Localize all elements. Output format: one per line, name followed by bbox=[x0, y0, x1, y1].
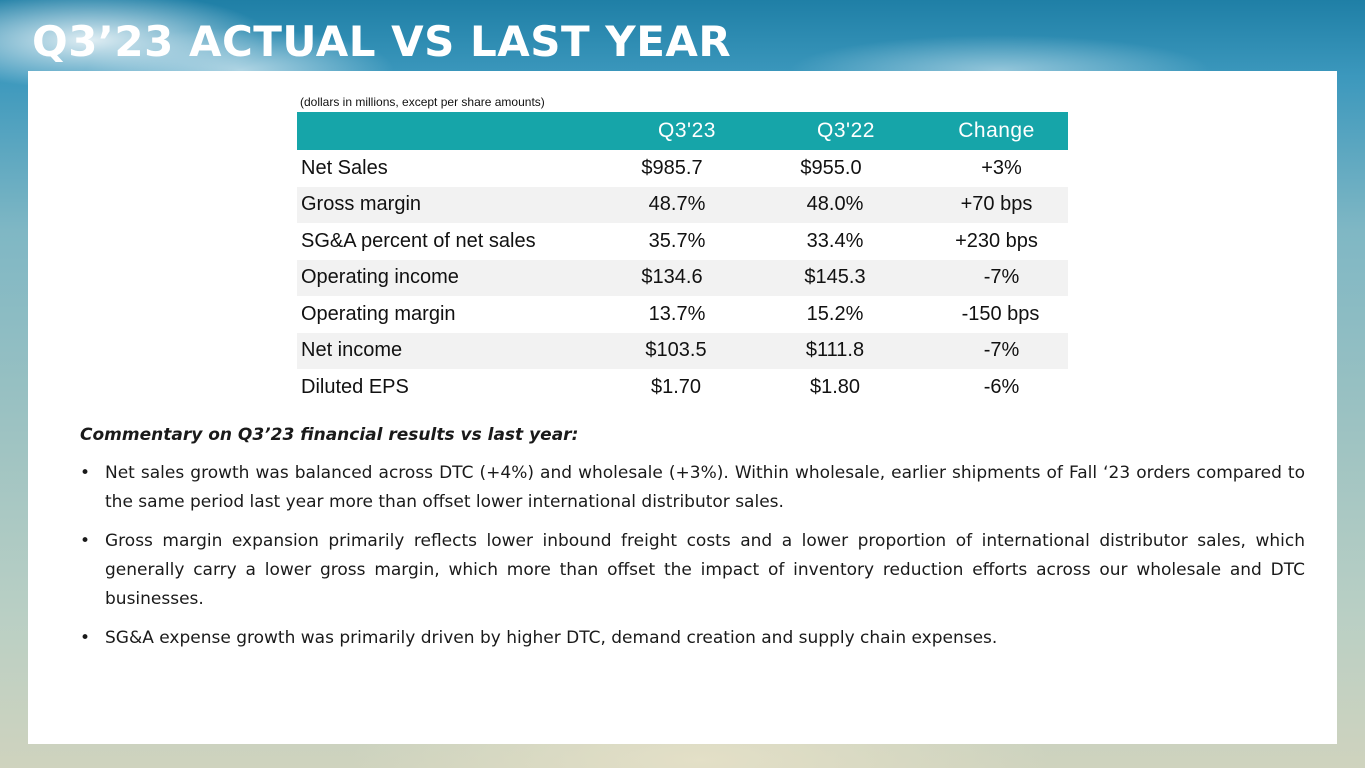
bullet-icon: • bbox=[80, 531, 91, 551]
list-item: • Gross margin expansion primarily refle… bbox=[80, 527, 1305, 614]
bullet-icon: • bbox=[80, 463, 91, 483]
value-q3-23: $134.6 bbox=[607, 259, 767, 296]
bullet-text: Gross margin expansion primarily reflect… bbox=[105, 531, 1305, 609]
table-header-row: Q3'23 Q3'22 Change bbox=[297, 112, 1068, 150]
value-q3-22: 33.4% bbox=[806, 229, 864, 252]
table-row: Operating margin 13.7% 15.2% -150 bps bbox=[297, 296, 1068, 333]
content-panel: (dollars in millions, except per share a… bbox=[28, 71, 1337, 744]
commentary-section: Commentary on Q3’23 financial results vs… bbox=[80, 425, 1305, 663]
financial-table: Q3'23 Q3'22 Change Net Sales $985.7 $955… bbox=[297, 112, 1068, 406]
row-label: Net Sales bbox=[301, 156, 388, 179]
header-label bbox=[297, 112, 607, 150]
value-q3-23: $985.7 bbox=[641, 156, 703, 179]
list-item: • SG&A expense growth was primarily driv… bbox=[80, 624, 1305, 653]
row-label: Gross margin bbox=[297, 186, 607, 223]
table-row: Operating income $134.6 $145.3 -7% bbox=[297, 259, 1068, 296]
row-label: Net income bbox=[297, 332, 607, 369]
list-item: • Net sales growth was balanced across D… bbox=[80, 459, 1305, 517]
value-change: -150 bps bbox=[961, 302, 1040, 325]
value-change: +70 bps bbox=[925, 186, 1068, 223]
value-change: +230 bps bbox=[955, 229, 1038, 252]
units-note: (dollars in millions, except per share a… bbox=[300, 95, 545, 109]
value-q3-23: 35.7% bbox=[648, 229, 706, 252]
table-row: Net Sales $985.7 $955.0 +3% bbox=[297, 150, 1068, 187]
row-label: Diluted EPS bbox=[301, 375, 409, 398]
bullet-icon: • bbox=[80, 628, 91, 648]
value-change: +3% bbox=[981, 156, 1022, 179]
value-change: -7% bbox=[925, 332, 1068, 369]
row-label: SG&A percent of net sales bbox=[301, 229, 536, 252]
value-q3-22: $111.8 bbox=[767, 332, 925, 369]
commentary-list: • Net sales growth was balanced across D… bbox=[80, 459, 1305, 653]
table-row: SG&A percent of net sales 35.7% 33.4% +2… bbox=[297, 223, 1068, 260]
value-change: -7% bbox=[925, 259, 1068, 296]
value-q3-23: $1.70 bbox=[650, 375, 702, 398]
value-q3-22: $145.3 bbox=[767, 259, 925, 296]
row-label: Operating income bbox=[297, 259, 607, 296]
value-q3-22: $1.80 bbox=[809, 375, 861, 398]
value-q3-22: $955.0 bbox=[800, 156, 862, 179]
header-change: Change bbox=[925, 112, 1068, 150]
value-q3-23: $103.5 bbox=[607, 332, 767, 369]
commentary-heading: Commentary on Q3’23 financial results vs… bbox=[80, 425, 579, 445]
row-label: Operating margin bbox=[301, 302, 456, 325]
value-q3-22: 15.2% bbox=[806, 302, 864, 325]
header-q3-23: Q3'23 bbox=[607, 112, 767, 150]
bullet-text: Net sales growth was balanced across DTC… bbox=[105, 463, 1305, 512]
value-q3-23: 48.7% bbox=[607, 186, 767, 223]
bullet-text: SG&A expense growth was primarily driven… bbox=[105, 628, 998, 648]
table-row: Net income $103.5 $111.8 -7% bbox=[297, 332, 1068, 369]
table-row: Diluted EPS $1.70 $1.80 -6% bbox=[297, 369, 1068, 406]
value-q3-23: 13.7% bbox=[648, 302, 706, 325]
table-row: Gross margin 48.7% 48.0% +70 bps bbox=[297, 186, 1068, 223]
value-q3-22: 48.0% bbox=[767, 186, 925, 223]
page-title: Q3’23 ACTUAL VS LAST YEAR bbox=[32, 17, 732, 66]
value-change: -6% bbox=[983, 375, 1020, 398]
header-q3-22: Q3'22 bbox=[767, 112, 925, 150]
